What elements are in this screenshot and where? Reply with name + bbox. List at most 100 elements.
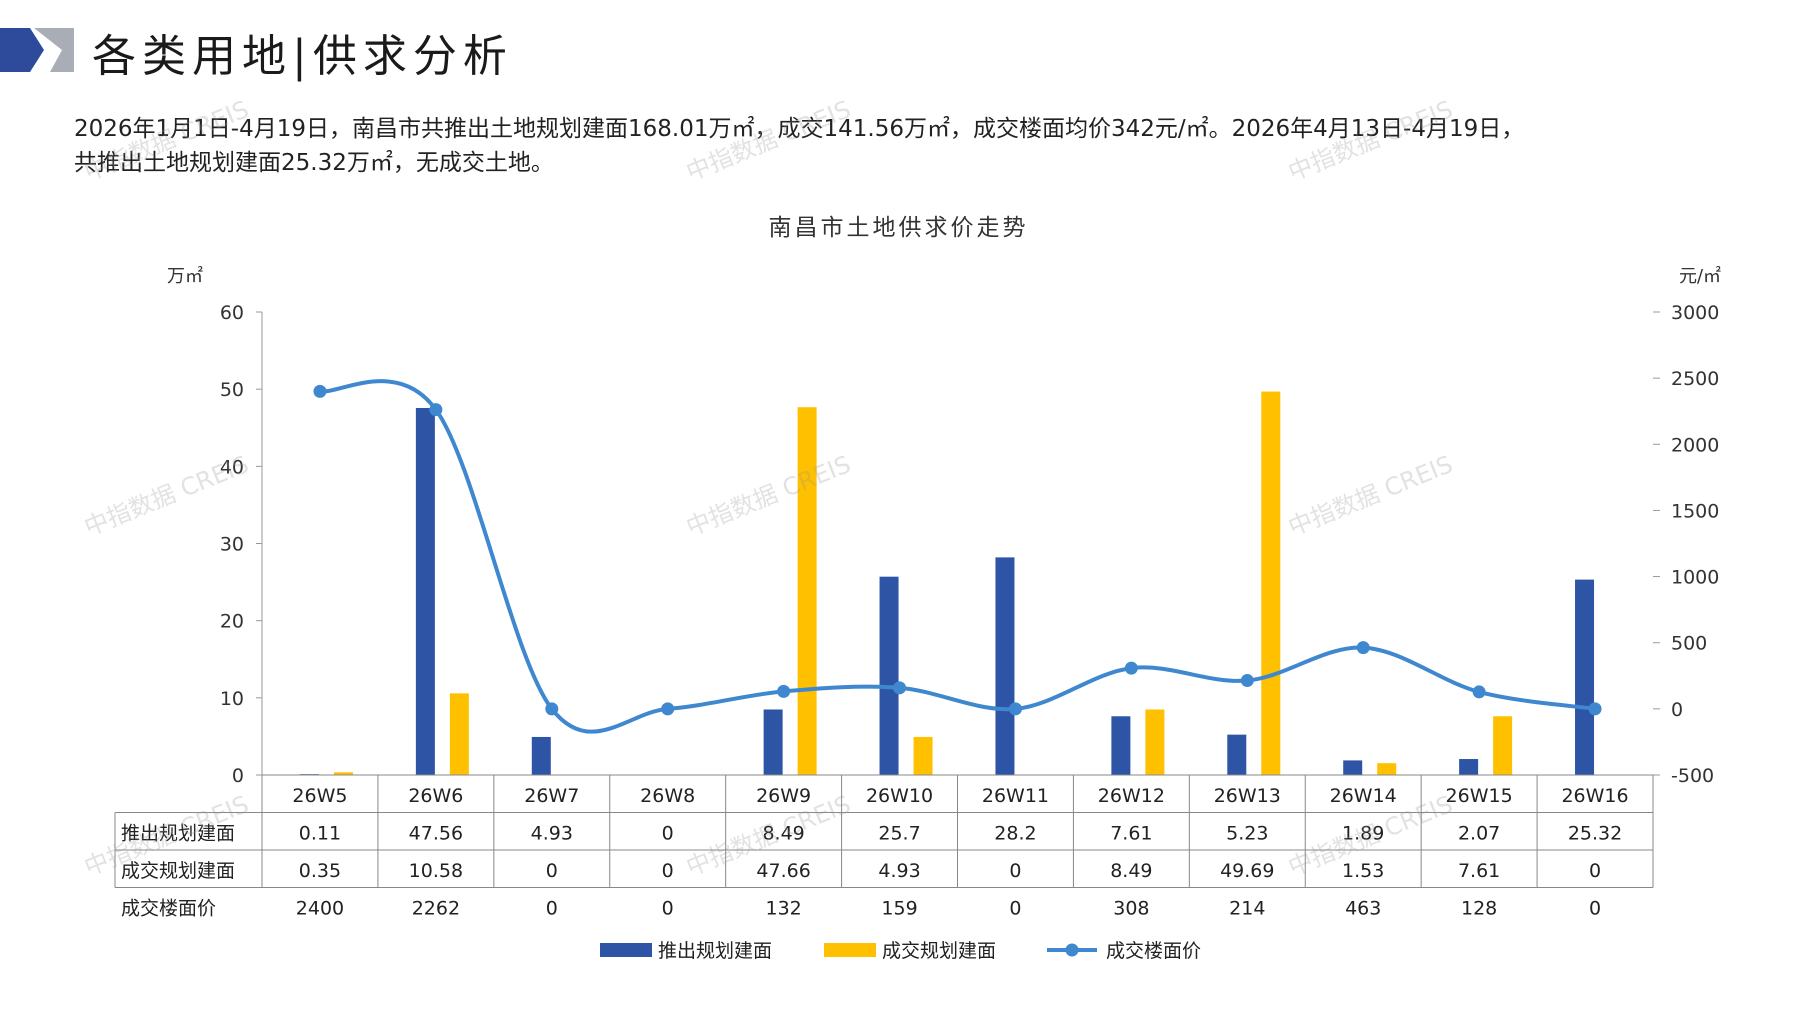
bar-supply <box>995 557 1015 775</box>
bar-deal <box>449 693 469 775</box>
bar-deal <box>797 407 817 775</box>
price-point <box>313 384 327 398</box>
table-value: 0 <box>662 860 674 882</box>
table-value: 463 <box>1345 898 1381 920</box>
price-point <box>777 684 791 698</box>
table-series-name: 成交楼面价 <box>121 898 216 920</box>
table-value: 0 <box>1009 860 1021 882</box>
logo-grey-block <box>34 28 74 72</box>
right-axis-unit: 元/㎡ <box>1679 265 1721 287</box>
bar-supply <box>531 736 551 775</box>
left-axis-tick-label: 0 <box>232 765 244 787</box>
bar-supply <box>763 709 783 775</box>
price-line <box>319 379 1596 734</box>
bar-deal <box>1377 763 1397 775</box>
right-axis-tick-label: 2500 <box>1671 368 1719 390</box>
right-axis-tick-label: 500 <box>1671 633 1707 655</box>
table-value: 47.66 <box>756 860 810 882</box>
left-axis-tick-label: 10 <box>220 688 244 710</box>
table-value: 5.23 <box>1226 823 1268 845</box>
table-value: 28.2 <box>994 823 1036 845</box>
table-value: 0 <box>1009 898 1021 920</box>
page-title: 各类用地|供求分析 <box>92 31 513 82</box>
price-point <box>545 702 559 716</box>
price-point <box>1008 702 1022 716</box>
table-value: 1.89 <box>1342 823 1384 845</box>
table-value: 47.56 <box>409 823 463 845</box>
table-value: 128 <box>1461 898 1497 920</box>
right-axis-tick-label: 1000 <box>1671 567 1719 589</box>
x-axis-category-label: 26W12 <box>1098 785 1165 807</box>
table-value: 132 <box>765 898 801 920</box>
legend-swatch-deal <box>824 943 876 957</box>
table-value: 10.58 <box>409 860 463 882</box>
right-axis-tick-label: 0 <box>1671 699 1683 721</box>
x-axis-category-label: 26W10 <box>866 785 933 807</box>
bar-supply <box>1111 716 1131 775</box>
left-axis-unit: 万㎡ <box>167 265 203 287</box>
bar-supply <box>415 407 435 775</box>
bar-supply <box>1575 579 1595 775</box>
left-axis-tick-label: 20 <box>220 611 244 633</box>
price-point <box>1124 661 1138 675</box>
price-point <box>1472 685 1486 699</box>
bar-supply <box>1343 760 1363 775</box>
right-axis-tick-label: -500 <box>1671 765 1714 787</box>
price-point <box>1240 674 1254 688</box>
legend-label-price: 成交楼面价 <box>1106 940 1201 962</box>
table-value: 2.07 <box>1458 823 1500 845</box>
table-value: 25.32 <box>1568 823 1622 845</box>
summary-text: 2026年1月1日-4月19日，南昌市共推出土地规划建面168.01万㎡，成交1… <box>74 112 1724 180</box>
table-value: 4.93 <box>531 823 573 845</box>
table-series-name: 成交规划建面 <box>121 860 235 882</box>
price-point <box>893 681 907 695</box>
bar-deal <box>333 772 353 775</box>
price-point <box>661 702 675 716</box>
bar-deal <box>1493 716 1513 775</box>
price-point <box>429 403 443 417</box>
table-value: 7.61 <box>1110 823 1152 845</box>
x-axis-category-label: 26W15 <box>1446 785 1513 807</box>
table-value: 0 <box>546 898 558 920</box>
x-axis-category-label: 26W7 <box>524 785 579 807</box>
table-value: 2400 <box>296 898 344 920</box>
x-axis-category-label: 26W16 <box>1561 785 1628 807</box>
x-axis-category-label: 26W5 <box>292 785 347 807</box>
table-value: 0 <box>662 898 674 920</box>
bar-supply <box>879 576 899 775</box>
table-value: 1.53 <box>1342 860 1384 882</box>
x-axis-category-label: 26W9 <box>756 785 811 807</box>
summary-line-2: 共推出土地规划建面25.32万㎡，无成交土地。 <box>74 150 554 176</box>
x-axis-category-label: 26W11 <box>982 785 1049 807</box>
x-axis-category-label: 26W6 <box>408 785 463 807</box>
x-axis-category-label: 26W14 <box>1330 785 1397 807</box>
x-axis-category-label: 26W8 <box>640 785 695 807</box>
table-value: 0 <box>662 823 674 845</box>
table-value: 0 <box>546 860 558 882</box>
table-value: 214 <box>1229 898 1265 920</box>
bar-supply <box>1227 734 1247 775</box>
bar-deal <box>1261 391 1281 775</box>
summary-line-1: 2026年1月1日-4月19日，南昌市共推出土地规划建面168.01万㎡，成交1… <box>74 116 1525 142</box>
price-point <box>1356 641 1370 655</box>
logo-shape <box>0 28 74 72</box>
legend-label-supply: 推出规划建面 <box>658 940 772 962</box>
table-value: 0.11 <box>299 823 341 845</box>
page-header: 各类用地|供求分析 <box>0 0 1797 90</box>
table-value: 8.49 <box>1110 860 1152 882</box>
left-axis-tick-label: 60 <box>220 302 244 324</box>
table-value: 0 <box>1589 898 1601 920</box>
left-axis-tick-label: 30 <box>220 534 244 556</box>
legend-swatch-supply <box>600 943 652 957</box>
left-axis-tick-label: 50 <box>220 379 244 401</box>
table-value: 308 <box>1113 898 1149 920</box>
left-axis-tick-label: 40 <box>220 456 244 478</box>
table-value: 159 <box>881 898 917 920</box>
right-axis-tick-label: 2000 <box>1671 434 1719 456</box>
bar-deal <box>1145 709 1165 775</box>
legend-label-deal: 成交规划建面 <box>882 940 996 962</box>
bar-deal <box>913 736 933 775</box>
right-axis-tick-label: 1500 <box>1671 500 1719 522</box>
table-value: 0.35 <box>299 860 341 882</box>
